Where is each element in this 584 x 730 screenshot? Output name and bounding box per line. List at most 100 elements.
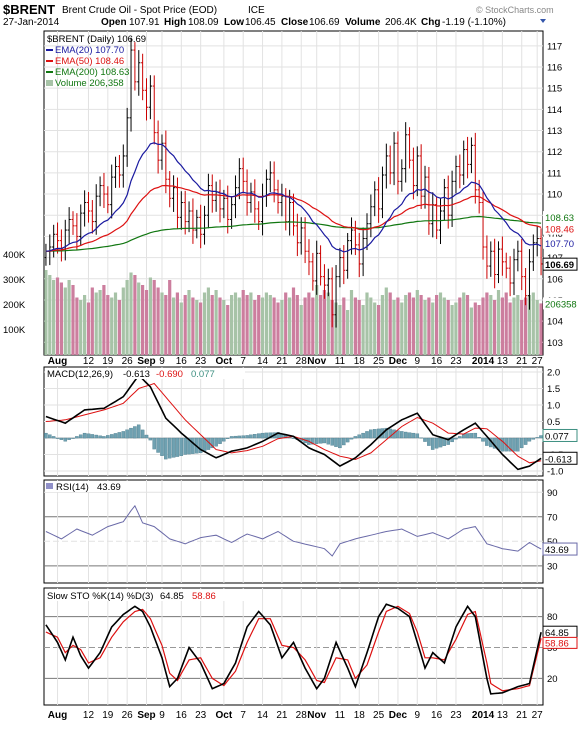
- volume-bar: [299, 305, 303, 355]
- ohlc-bar: [202, 205, 207, 245]
- volume-bar: [98, 290, 102, 355]
- x-label-0-0: Aug: [48, 356, 67, 367]
- macd-hist-bar: [438, 437, 443, 448]
- volume-bar: [264, 292, 268, 355]
- volume-bar: [94, 292, 98, 355]
- volume-bar: [291, 287, 296, 355]
- ohlc-bar: [160, 134, 164, 170]
- ohlc-bar: [86, 191, 91, 223]
- macd-hist-bar: [411, 432, 416, 439]
- volume-bar: [520, 300, 524, 355]
- ema200-legend-label: EMA(200) 108.63: [55, 67, 129, 78]
- macd-hist-bar: [430, 437, 435, 450]
- dropdown-arrow-icon[interactable]: [540, 19, 546, 23]
- macd-hist-bar: [67, 437, 71, 440]
- volume-bar: [133, 275, 137, 355]
- close-last-tag-bg: [542, 257, 578, 271]
- rsi-legend-title: RSI(14): [56, 482, 89, 493]
- macd-legend-signal: -0.690: [156, 369, 183, 380]
- volume-bar: [411, 297, 415, 355]
- ohlc-bar: [415, 146, 419, 197]
- macd-hist-bar: [82, 432, 87, 439]
- x-label-0-18: 9: [415, 356, 421, 367]
- macd-hist-bar: [465, 433, 470, 439]
- volume-bar: [156, 287, 160, 355]
- ohlc-bar: [311, 252, 315, 291]
- macd-hist-bar: [361, 432, 365, 439]
- volume-tick-2: 300K: [3, 275, 26, 286]
- macd-hist-bar: [75, 436, 79, 439]
- volume-bar: [404, 295, 408, 355]
- macd-hist-bar: [245, 435, 249, 439]
- ohlc-bar: [396, 131, 400, 195]
- x-label-1-9: 7: [240, 710, 246, 721]
- macd-hist-bar: [63, 437, 68, 442]
- x-label-1-21: 2014: [472, 710, 495, 721]
- volume-bar: [168, 280, 172, 355]
- ema200-line: [45, 215, 542, 252]
- rsi-plot-frame: [43, 479, 544, 584]
- macd-hist-bar: [55, 437, 60, 439]
- date-label: 27-Jan-2014: [3, 17, 60, 28]
- macd-hist-bar: [51, 436, 56, 439]
- macd-hist-bar: [222, 437, 226, 442]
- macd-legend-macd: -0.613: [123, 369, 150, 380]
- ema50-line: [45, 184, 542, 252]
- volume-legend-label: Volume 206,358: [55, 78, 124, 89]
- volume-bar: [407, 292, 412, 355]
- volume-bar: [218, 297, 222, 355]
- volume-legend-swatch: [46, 80, 53, 86]
- ohlc-bar: [141, 53, 145, 101]
- ohlc-bar: [241, 157, 245, 194]
- macd-hist-bar: [345, 437, 350, 443]
- volume-bar: [164, 295, 168, 355]
- x-label-0-14: 11: [335, 356, 346, 367]
- x-label-1-14: 11: [335, 710, 346, 721]
- volume-bar: [172, 297, 176, 355]
- chg-value: -1.19 (-1.10%): [442, 17, 506, 28]
- macd-hist-bar: [512, 437, 516, 452]
- rsi-legend-bg: [45, 481, 129, 492]
- volume-bar: [435, 295, 439, 355]
- volume-tick-3: 400K: [3, 250, 26, 261]
- volume-bar: [284, 292, 288, 355]
- ohlc-bar: [489, 241, 493, 277]
- ohlc-bar: [435, 196, 439, 240]
- volume-bar: [377, 305, 381, 355]
- x-label-1-3: 26: [122, 710, 134, 721]
- volume-bar: [446, 300, 450, 355]
- rsi-panel: 30 50 70 90 RSI(14) 43.69 43.69: [43, 479, 578, 584]
- ohlc-bar: [504, 252, 508, 279]
- macd-hist-bar: [519, 437, 524, 449]
- macd-hist-bar: [136, 424, 141, 439]
- open-value: 107.91: [129, 17, 160, 28]
- macd-legend-bg: [45, 368, 245, 379]
- price-tick-111: 111: [547, 168, 561, 179]
- ohlc-bar: [113, 156, 118, 188]
- macd-hist-bar: [175, 437, 180, 457]
- ohlc-bar: [485, 235, 489, 279]
- macd-hist-bar: [314, 437, 319, 444]
- ohlc-bar: [230, 196, 234, 229]
- volume-bar: [353, 297, 357, 355]
- ema200-last-tag: 108.63: [545, 213, 574, 224]
- rsi-tick-90: 90: [547, 488, 558, 499]
- ohlc-bar: [384, 143, 388, 189]
- ema200-last-tag-bg: [543, 211, 577, 224]
- ohlc-bar: [71, 211, 75, 235]
- high-value: 108.09: [188, 17, 219, 28]
- macd-hist-bar: [117, 432, 122, 439]
- ohlc-bar: [152, 75, 156, 145]
- volume-bar: [113, 292, 118, 355]
- volume-bar: [512, 297, 516, 355]
- macd-hist-bar: [98, 435, 102, 439]
- volume-bar: [307, 292, 311, 355]
- instrument-name: Brent Crude Oil - Spot Price (EOD): [62, 5, 217, 16]
- macd-hist-bar: [109, 434, 114, 439]
- macd-hist-bar: [71, 437, 75, 439]
- ohlc-bar: [133, 42, 137, 91]
- ohlc-bar: [392, 132, 396, 186]
- volume-bar: [179, 302, 183, 355]
- stochastic-panel: 205080Slow STO %K(14) %D(3)64.8558.8664.…: [43, 587, 578, 706]
- ohlc-bar: [535, 226, 539, 257]
